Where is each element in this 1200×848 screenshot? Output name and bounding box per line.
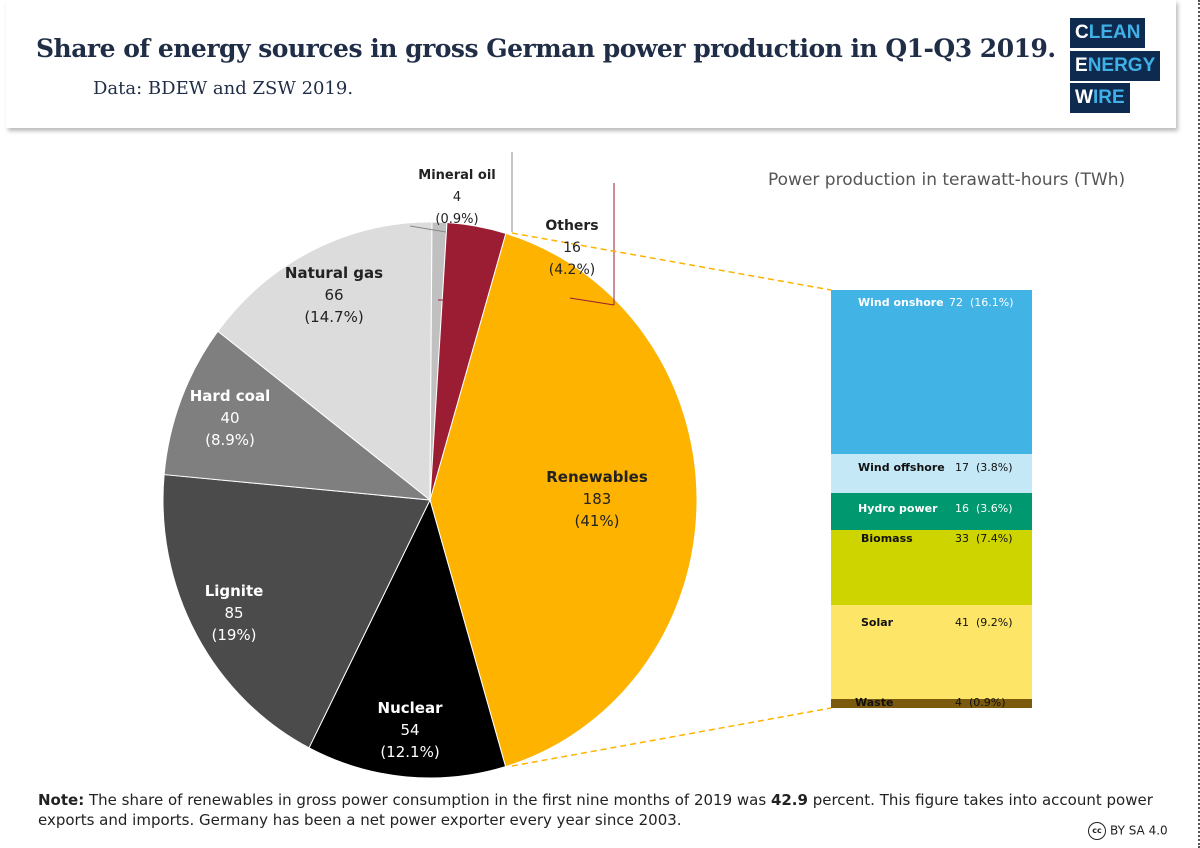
pie-label: Others 16 (4.2%) — [545, 215, 598, 281]
label-text: (14.7%) — [304, 308, 364, 326]
unit-label: Power production in terawatt-hours (TWh) — [768, 170, 1126, 190]
label-text: (12.1%) — [380, 743, 440, 761]
segment-value: 41 (9.2%) — [955, 616, 1013, 630]
pie-label: Nuclear 54 (12.1%) — [378, 697, 443, 763]
label-text: Renewables — [546, 468, 648, 486]
pie-slice-hard-coal — [163, 330, 432, 501]
label-text: Lignite — [204, 582, 264, 600]
label-text: Nuclear — [377, 699, 443, 717]
bar-segment-wind-onshore: Wind onshore 72 (16.1%) — [831, 290, 1032, 455]
label-text: 54 — [400, 721, 420, 739]
leader-line — [409, 225, 447, 233]
label-text: Natural gas — [284, 264, 384, 282]
leader-line — [569, 297, 615, 306]
header: Share of energy sources in gross German … — [6, 0, 1176, 128]
segment-value: 72 (16.1%) — [949, 296, 1014, 309]
bar-segment-hydro-power: Hydro power 16 (3.6%) — [831, 493, 1032, 530]
pie-label: Hard coal 40 (8.9%) — [190, 385, 271, 451]
segment-name: Wind offshore — [858, 461, 945, 475]
label-text: 4 — [452, 190, 462, 205]
label-text: Others — [545, 218, 599, 234]
chart-title: Share of energy sources in gross German … — [36, 34, 1056, 63]
segment-name: Waste — [855, 695, 894, 709]
label-text: 16 — [563, 240, 581, 256]
bar-segment-waste: Waste 4 (0.9%) — [831, 695, 1032, 709]
segment-name: Biomass — [861, 531, 913, 545]
pie-slice-natural-gas — [217, 221, 433, 502]
pie-label: Mineral oil 4 (0.9%) — [418, 165, 495, 231]
segment-value: 16 (3.6%) — [955, 502, 1013, 516]
segment-value: 33 (7.4%) — [955, 531, 1013, 545]
note: Note: The share of renewables in gross p… — [38, 791, 1153, 829]
pie-slice-renewables — [429, 232, 698, 768]
chart-subtitle: Data: BDEW and ZSW 2019. — [93, 78, 354, 99]
bar-segment-biomass: Biomass 33 (7.4%) — [831, 529, 1032, 606]
border-dots — [1195, 0, 1200, 848]
bar-segment-solar: Solar 41 (9.2%) — [831, 605, 1032, 699]
label-text: Mineral oil — [418, 168, 496, 183]
label-text: 40 — [220, 409, 240, 427]
pie-label: Renewables 183 (41%) — [546, 466, 648, 532]
segment-value: 17 (3.8%) — [955, 461, 1013, 475]
segment-name: Hydro power — [858, 502, 938, 516]
label-text: 183 — [582, 490, 612, 508]
pie-label: Natural gas 66 (14.7%) — [285, 262, 383, 328]
cc-icon: cc — [1088, 822, 1106, 840]
label-text: 66 — [324, 286, 344, 304]
label-text: (0.9%) — [435, 212, 479, 227]
pie-slice-lignite — [162, 474, 431, 749]
pie-slice-nuclear — [308, 498, 507, 779]
connector-line — [511, 707, 832, 767]
pie-slice-others — [429, 222, 507, 501]
segment-name: Solar — [861, 616, 894, 630]
label-text: (41%) — [574, 512, 620, 530]
pie-label: Lignite 85 (19%) — [205, 580, 264, 646]
bar-segment-wind-offshore: Wind offshore 17 (3.8%) — [831, 454, 1032, 494]
segment-value: 4 (0.9%) — [955, 695, 1006, 709]
segment-name: Wind onshore — [858, 296, 944, 309]
label-text: 85 — [224, 604, 244, 622]
connector-line — [511, 232, 832, 291]
label-text: (19%) — [211, 626, 257, 644]
label-text: (4.2%) — [548, 262, 596, 278]
license: cc BY SA 4.0 — [1088, 822, 1168, 840]
label-text: Hard coal — [189, 387, 271, 405]
label-text: (8.9%) — [205, 431, 255, 449]
